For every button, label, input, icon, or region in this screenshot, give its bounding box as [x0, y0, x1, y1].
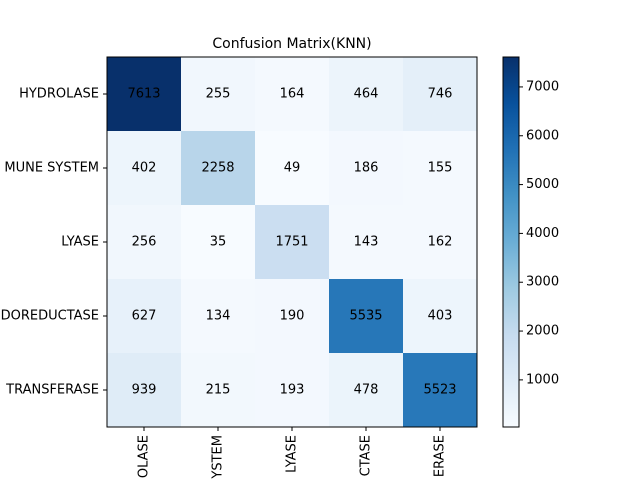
cell-label: 939: [132, 383, 157, 398]
cell: [107, 353, 182, 428]
cell: [255, 205, 330, 280]
cell: [255, 131, 330, 206]
x-tick-label: YSTEM: [211, 435, 226, 480]
x-tick-label: LYASE: [285, 435, 300, 473]
cell-label: 403: [428, 309, 453, 324]
cell: [107, 57, 182, 132]
cell: [107, 131, 182, 206]
colorbar-tick-label: 1000: [526, 372, 559, 387]
cell: [107, 205, 182, 280]
cell-label: 162: [428, 235, 453, 250]
cell: [181, 131, 256, 206]
y-tick-label: DOREDUCTASE: [1, 309, 99, 324]
cell: [255, 353, 330, 428]
cell-label: 256: [132, 235, 157, 250]
cell-label: 49: [284, 161, 301, 176]
cell-label: 2258: [201, 161, 234, 176]
y-tick-label: LYASE: [61, 235, 99, 250]
cell: [329, 279, 404, 354]
cell: [181, 205, 256, 280]
cell-label: 134: [206, 309, 231, 324]
chart-title: Confusion Matrix(KNN): [212, 36, 371, 52]
cell: [329, 205, 404, 280]
cell-label: 746: [428, 87, 453, 102]
y-tick-label: TRANSFERASE: [5, 383, 99, 398]
cell-label: 5523: [423, 383, 456, 398]
colorbar-tick-label: 4000: [526, 226, 559, 241]
cell-label: 402: [132, 161, 157, 176]
cell: [403, 279, 478, 354]
cell-label: 35: [210, 235, 227, 250]
cell-label: 186: [354, 161, 379, 176]
x-tick-label: ERASE: [433, 435, 448, 477]
y-tick-label: MUNE SYSTEM: [4, 161, 99, 176]
cell: [107, 279, 182, 354]
cell-label: 193: [280, 383, 305, 398]
colorbar-tick-label: 7000: [526, 79, 559, 94]
cell: [181, 57, 256, 132]
cell-label: 627: [132, 309, 157, 324]
cell-label: 190: [280, 309, 305, 324]
cell: [255, 57, 330, 132]
cell: [329, 353, 404, 428]
cell-label: 5535: [349, 309, 382, 324]
cell: [329, 131, 404, 206]
colorbar-tick-label: 3000: [526, 275, 559, 290]
cell: [329, 57, 404, 132]
cell-label: 7613: [127, 87, 160, 102]
cell: [403, 205, 478, 280]
x-tick-label: CTASE: [359, 435, 374, 476]
cell-label: 143: [354, 235, 379, 250]
cell-label: 1751: [275, 235, 308, 250]
colorbar: [502, 56, 520, 428]
colorbar-tick-label: 5000: [526, 177, 559, 192]
colorbar-tick-label: 2000: [526, 324, 559, 339]
cell: [181, 353, 256, 428]
cell-label: 155: [428, 161, 453, 176]
cell-label: 255: [206, 87, 231, 102]
cell: [403, 353, 478, 428]
y-tick-label: HYDROLASE: [19, 87, 99, 102]
cell-label: 478: [354, 383, 379, 398]
cell: [255, 279, 330, 354]
cell: [403, 57, 478, 132]
cell-label: 164: [280, 87, 305, 102]
cell: [181, 279, 256, 354]
cell: [403, 131, 478, 206]
colorbar-tick-label: 6000: [526, 128, 559, 143]
cell-label: 464: [354, 87, 379, 102]
x-tick-label: OLASE: [137, 435, 152, 478]
cell-label: 215: [206, 383, 231, 398]
